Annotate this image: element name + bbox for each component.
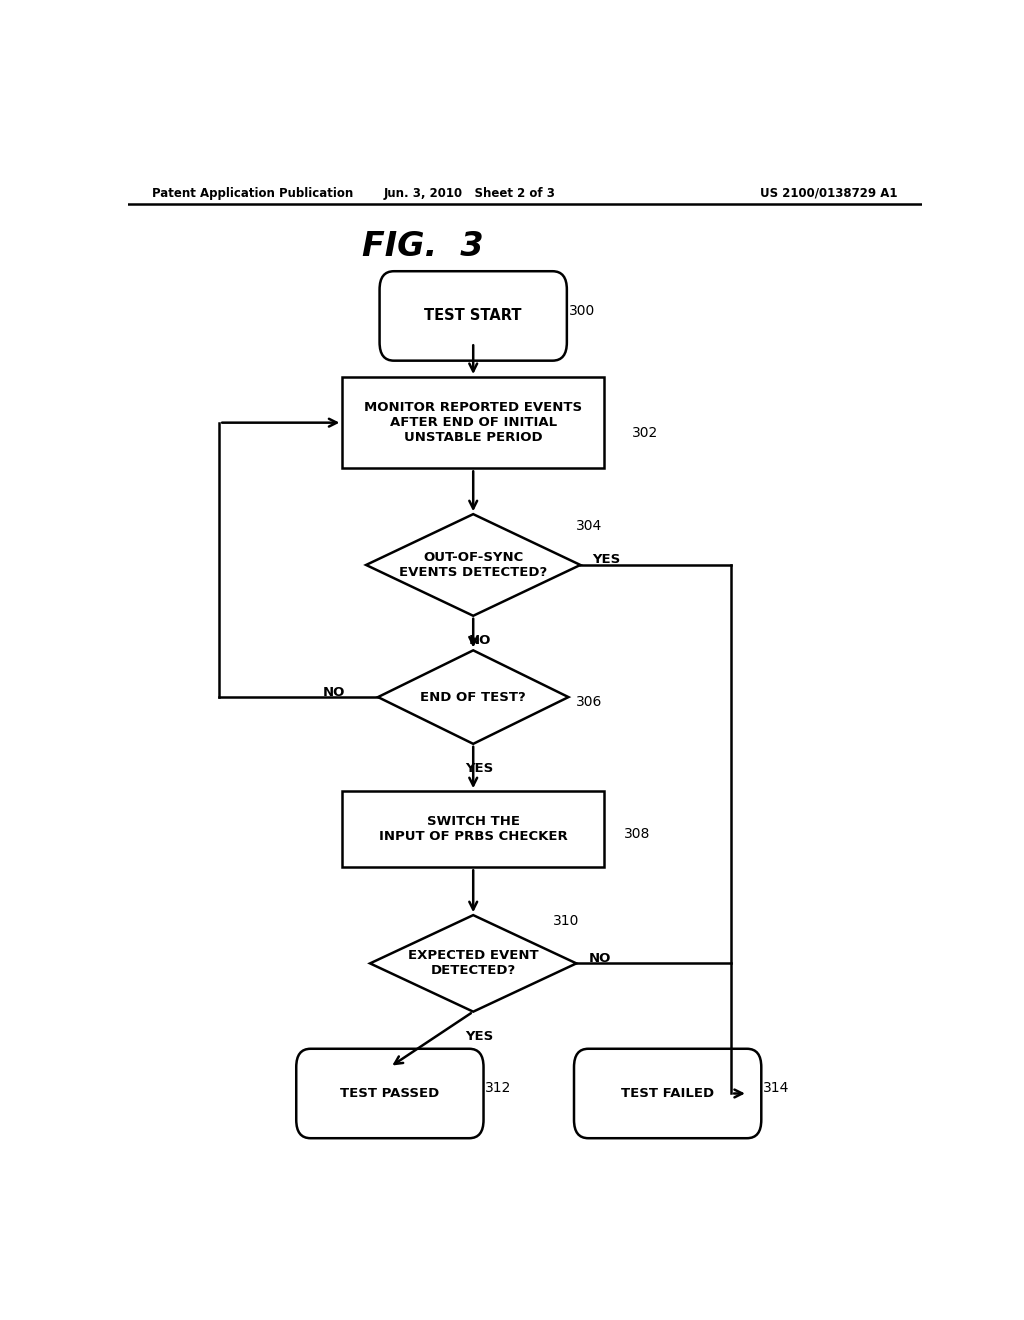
Text: FIG.  3: FIG. 3	[362, 230, 483, 263]
Text: NO: NO	[323, 685, 345, 698]
Text: 306: 306	[577, 696, 603, 709]
Polygon shape	[378, 651, 568, 744]
Text: OUT-OF-SYNC
EVENTS DETECTED?: OUT-OF-SYNC EVENTS DETECTED?	[399, 550, 548, 579]
Polygon shape	[370, 915, 577, 1011]
Polygon shape	[367, 515, 581, 616]
Text: Jun. 3, 2010   Sheet 2 of 3: Jun. 3, 2010 Sheet 2 of 3	[383, 187, 555, 199]
Text: 308: 308	[624, 828, 650, 841]
Text: YES: YES	[592, 553, 621, 566]
Text: TEST PASSED: TEST PASSED	[340, 1086, 439, 1100]
Text: 300: 300	[568, 304, 595, 318]
Text: YES: YES	[466, 1030, 494, 1043]
Text: YES: YES	[466, 762, 494, 775]
Text: 302: 302	[632, 426, 658, 440]
Text: END OF TEST?: END OF TEST?	[420, 690, 526, 704]
Text: NO: NO	[588, 952, 610, 965]
Text: 312: 312	[485, 1081, 512, 1096]
FancyBboxPatch shape	[380, 271, 567, 360]
Bar	[342, 378, 604, 469]
FancyBboxPatch shape	[296, 1049, 483, 1138]
Text: NO: NO	[468, 634, 490, 647]
Text: US 2100/0138729 A1: US 2100/0138729 A1	[760, 187, 898, 199]
Text: EXPECTED EVENT
DETECTED?: EXPECTED EVENT DETECTED?	[408, 949, 539, 977]
Text: MONITOR REPORTED EVENTS
AFTER END OF INITIAL
UNSTABLE PERIOD: MONITOR REPORTED EVENTS AFTER END OF INI…	[365, 401, 583, 444]
Text: TEST START: TEST START	[425, 309, 522, 323]
Bar	[342, 791, 604, 867]
Text: 314: 314	[763, 1081, 790, 1096]
Text: Patent Application Publication: Patent Application Publication	[152, 187, 353, 199]
Text: 304: 304	[577, 519, 603, 533]
Text: TEST FAILED: TEST FAILED	[622, 1086, 714, 1100]
Text: 310: 310	[553, 913, 579, 928]
Text: SWITCH THE
INPUT OF PRBS CHECKER: SWITCH THE INPUT OF PRBS CHECKER	[379, 816, 567, 843]
FancyBboxPatch shape	[574, 1049, 761, 1138]
